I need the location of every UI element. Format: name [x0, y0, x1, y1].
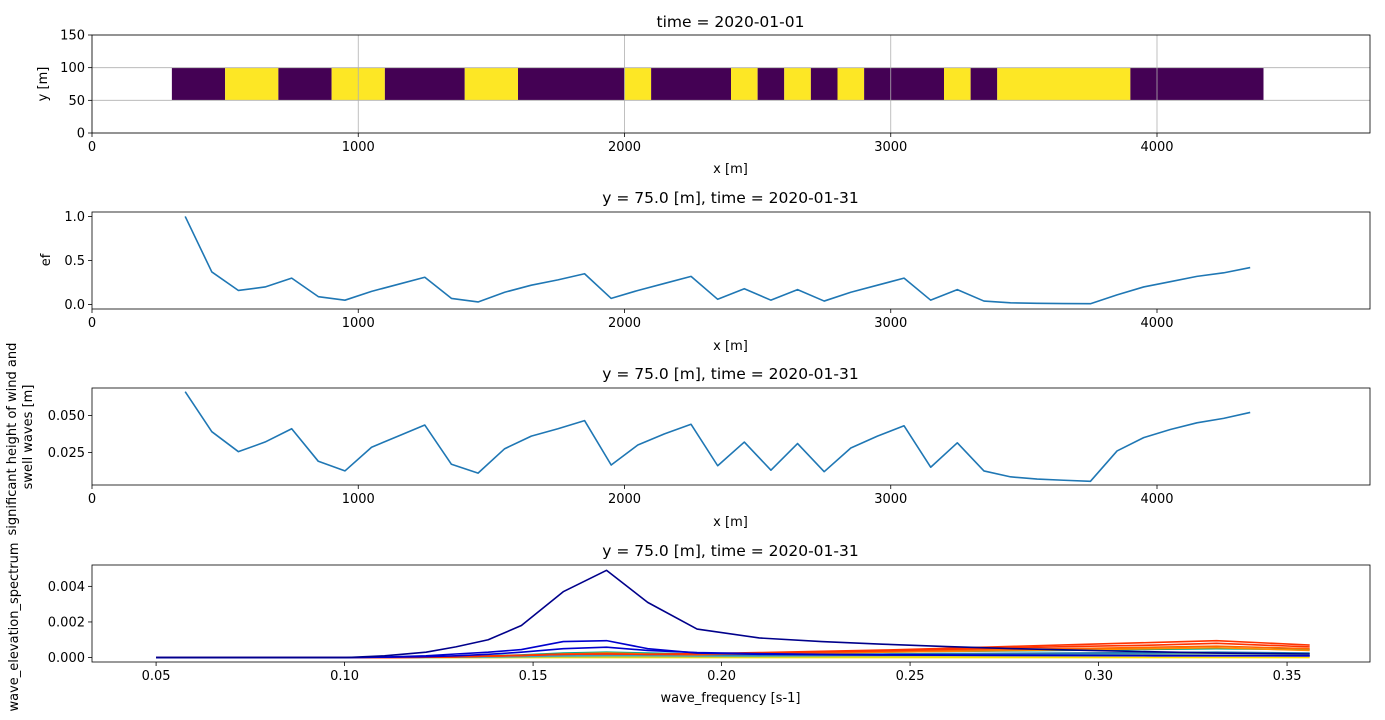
subplot-3-ylabel-line-1: significant height of wind and	[5, 343, 20, 536]
subplot-3-xtick-label: 2000	[608, 492, 641, 507]
strip-segment	[944, 67, 971, 101]
subplot-1-ytick-label: 0	[77, 127, 85, 142]
subplot-1-xlabel: x [m]	[713, 162, 748, 177]
subplot-1-axes-frame	[91, 34, 1371, 134]
subplot-3-ylabel: significant height of wind and swell wav…	[5, 339, 36, 536]
subplot-1-xtick-label: 1000	[342, 140, 375, 155]
strip-segment	[837, 67, 865, 101]
subplot-4-wave-spectrum: y = 75.0 [m], time = 2020-01-31 wave_fre…	[7, 542, 1371, 712]
subplot-1-ytick-label: 50	[68, 94, 85, 109]
subplot-4-xtick-label: 0.15	[519, 669, 548, 684]
subplot-4-ytick-label: 0.004	[48, 580, 85, 595]
subplot-2-ytick-label: 0.5	[64, 254, 85, 269]
strip-segment	[864, 67, 944, 101]
subplot-2-xtick-label: 2000	[608, 316, 641, 331]
subplot-4-xtick-label: 0.25	[896, 669, 925, 684]
subplot-2-xlabel: x [m]	[713, 339, 748, 354]
subplot-4-xtick-label: 0.10	[330, 669, 359, 684]
subplot-3-plot-area: 0 1000 2000 3000 4000 0.025 0.050	[48, 387, 1371, 507]
subplot-1-title: time = 2020-01-01	[657, 13, 805, 31]
strip-segment	[518, 67, 625, 101]
subplot-2-plot-area: 0 1000 2000 3000 4000 0.0 0.5 1.0	[64, 210, 1371, 331]
subplot-3-axes-frame	[91, 387, 1371, 486]
subplot-2-ylabel: ef	[39, 253, 54, 266]
subplot-1-ytick-label: 150	[60, 29, 85, 44]
subplot-2-xtick-label: 3000	[874, 316, 907, 331]
subplot-4-ylabel: wave_elevation_spectrum	[7, 543, 22, 712]
subplot-4-axes-frame	[91, 564, 1371, 663]
subplot-2-ytick-label: 1.0	[64, 210, 85, 225]
subplot-4-plot-area: 0.05 0.10 0.15 0.20 0.25 0.30 0.35 0.000 0.002 0.…	[48, 564, 1371, 684]
series-line	[184, 216, 1251, 305]
strip-segment	[384, 67, 465, 101]
subplot-1-xtick-label: 2000	[608, 140, 641, 155]
subplot-3-xtick-label: 0	[88, 492, 96, 507]
strip-segment	[784, 67, 811, 101]
spectrum-line	[156, 569, 1310, 659]
spectrum-series-group	[156, 569, 1310, 659]
subplot-1-ytick-label: 100	[60, 61, 85, 76]
subplot-1-xtick-label: 0	[88, 140, 96, 155]
series-group	[184, 391, 1251, 483]
strip-segment	[464, 67, 518, 101]
subplot-2-xtick-label: 1000	[342, 316, 375, 331]
subplot-3-title: y = 75.0 [m], time = 2020-01-31	[602, 365, 858, 383]
strip-segment	[810, 67, 838, 101]
strip-segment	[624, 67, 652, 101]
subplot-4-ytick-label: 0.002	[48, 615, 85, 630]
subplot-3-xtick-label: 3000	[874, 492, 907, 507]
subplot-1-xtick-label: 4000	[1140, 140, 1173, 155]
strip-segment	[997, 67, 1131, 101]
strip-segment	[757, 67, 785, 101]
subplot-4-xlabel: wave_frequency [s-1]	[660, 691, 800, 706]
subplot-4-xtick-label: 0.35	[1273, 669, 1302, 684]
subplot-4-title: y = 75.0 [m], time = 2020-01-31	[602, 542, 858, 560]
subplot-3-xtick-label: 1000	[342, 492, 375, 507]
strip-segment	[970, 67, 998, 101]
subplot-1-longitudinal-profile: time = 2020-01-01 x [m] y [m] 0 1000 2000 3…	[36, 13, 1371, 177]
strip-segment	[171, 67, 226, 101]
strip-segment	[1130, 67, 1264, 101]
strip-segment	[651, 67, 731, 101]
subplot-4-xtick-label: 0.05	[142, 669, 171, 684]
subplot-1-plot-area: 0 1000 2000 3000 4000 0 50 100 150	[60, 29, 1371, 155]
series-group	[184, 216, 1251, 305]
subplot-1-ylabel: y [m]	[36, 67, 51, 102]
subplot-2-axes-frame	[91, 211, 1371, 310]
subplot-3-ytick-label: 0.050	[48, 409, 85, 424]
subplot-3-ytick-label: 0.025	[48, 446, 85, 461]
strip-segment	[278, 67, 332, 101]
subplot-3-ylabel-line-2: swell waves [m]	[21, 385, 36, 490]
strip-segment	[225, 67, 279, 101]
subplot-3-xtick-label: 4000	[1140, 492, 1173, 507]
strip-segment	[731, 67, 758, 101]
subplot-2-xtick-label: 0	[88, 316, 96, 331]
subplot-1-xtick-label: 3000	[874, 140, 907, 155]
subplot-3-significant-height: y = 75.0 [m], time = 2020-01-31 x [m] si…	[5, 339, 1371, 536]
series-line	[184, 391, 1251, 483]
subplot-4-xtick-label: 0.30	[1084, 669, 1113, 684]
subplot-2-title: y = 75.0 [m], time = 2020-01-31	[602, 189, 858, 207]
subplot-4-ytick-label: 0.000	[48, 651, 85, 666]
subplot-2-xtick-label: 4000	[1140, 316, 1173, 331]
subplot-2-ytick-label: 0.0	[64, 298, 85, 313]
subplot-2-ef: y = 75.0 [m], time = 2020-01-31 x [m] ef…	[39, 189, 1371, 354]
subplot-3-xlabel: x [m]	[713, 515, 748, 530]
subplot-4-xtick-label: 0.20	[707, 669, 736, 684]
